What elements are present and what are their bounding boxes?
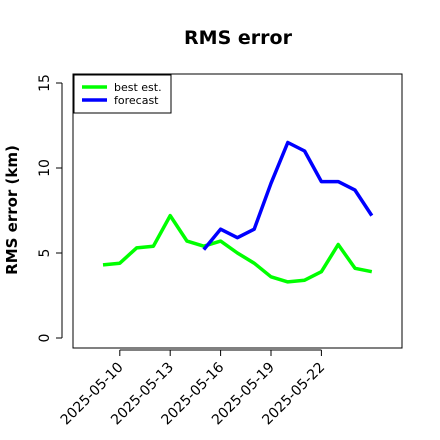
series-line-forecast	[202, 140, 374, 251]
y-tick-label: 0	[37, 334, 53, 343]
legend-box	[73, 74, 172, 114]
chart-marks: 0510152025-05-102025-05-132025-05-162025…	[37, 74, 374, 428]
legend: best est.forecast	[73, 74, 172, 114]
legend-label-best-est: best est.	[114, 81, 162, 94]
y-tick-label: 15	[37, 74, 53, 92]
y-tick-label: 10	[37, 159, 53, 177]
plot-frame	[72, 73, 403, 349]
series-line-best-est	[102, 213, 373, 284]
y-tick-label: 5	[37, 249, 53, 258]
legend-label-forecast: forecast	[114, 94, 159, 107]
y-axis-label: RMS error (km)	[3, 145, 21, 275]
chart-title: RMS error	[184, 27, 293, 49]
